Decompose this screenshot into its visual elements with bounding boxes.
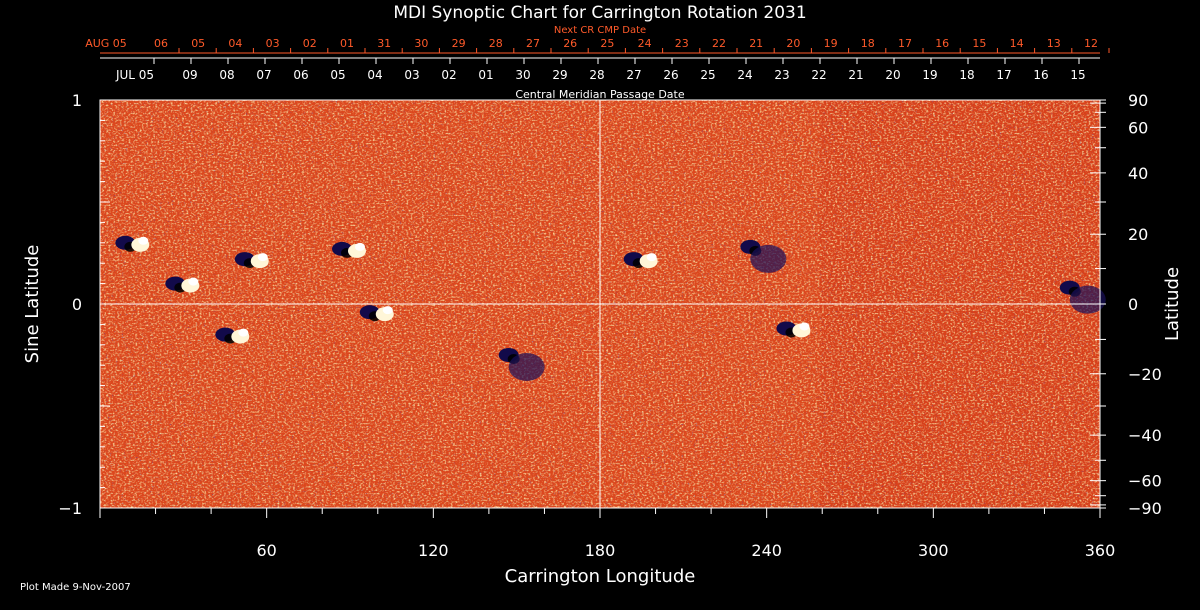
x-axis: 60 120 180 240 300 360 [99,508,1116,560]
cmp-date-label: 18 [959,68,974,82]
y-right-tick-label: 0 [1128,295,1138,314]
cmp-date-label: 26 [663,68,678,82]
y-left-tick-label: 0 [72,295,82,314]
y-axis-left-title: Sine Latitude [22,245,43,364]
next-cr-date-label: 06 [154,37,168,50]
cmp-label: Central Meridian Passage Date [515,88,684,101]
next-cr-date-label: 20 [786,37,800,50]
next-cr-date-label: 15 [972,37,986,50]
active-region [740,239,787,273]
y-left-tick-label: −1 [58,499,82,518]
next-cr-date-label: 29 [452,37,466,50]
y-right-tick-label: 20 [1128,225,1148,244]
x-tick-label: 300 [918,541,949,560]
next-cr-date-label: 24 [638,37,652,50]
cmp-date-label: 23 [774,68,789,82]
y-right-tick-label: 40 [1128,164,1148,183]
y-right-tick-label: −20 [1128,365,1162,384]
y-left-tick-label: 1 [72,91,82,110]
plot-made-footer: Plot Made 9-Nov-2007 [20,582,131,593]
y-axis-right: 90 60 40 20 0 −20 −40 −60 −90 [1090,91,1162,518]
next-cr-date-label: 01 [340,37,354,50]
cmp-date-label: 19 [922,68,937,82]
next-cr-date-label: 13 [1047,37,1061,50]
y-right-tick-label: 60 [1128,118,1148,137]
x-axis-title: Carrington Longitude [505,566,696,587]
red-date-scale: AUG 05 06 05 04 03 02 01 31 30 29 28 27 26 25 24 23 22 21… [85,37,1098,50]
cmp-date-label: 27 [626,68,641,82]
cmp-date-label: 08 [219,68,234,82]
cmp-date-label: 28 [589,68,604,82]
active-region [215,327,250,344]
next-cr-date-label: 23 [675,37,689,50]
cmp-date-label: 24 [737,68,752,82]
x-tick-label: 240 [751,541,782,560]
cmp-date-label: 04 [367,68,382,82]
next-cr-date-label: 22 [712,37,726,50]
cmp-date-label: JUL 05 [115,68,154,82]
cmp-date-label: 30 [515,68,530,82]
white-date-scale: JUL 05 09 08 07 06 05 04 03 02 01 30 29 28 27 26 25 24 23… [115,68,1086,82]
cmp-date-label: 17 [996,68,1011,82]
chart-title: MDI Synoptic Chart for Carrington Rotati… [393,3,806,23]
next-cr-date-label: 27 [526,37,540,50]
active-region [776,321,811,338]
active-region [623,252,658,269]
active-region [165,276,200,293]
x-tick-label: 120 [418,541,449,560]
next-cr-date-label: 12 [1084,37,1098,50]
next-cr-date-label: 19 [824,37,838,50]
cmp-date-label: 01 [478,68,493,82]
x-tick-label: 180 [585,541,616,560]
cmp-date-label: 07 [256,68,271,82]
active-region [498,348,545,381]
cmp-date-label: 16 [1033,68,1048,82]
next-cr-date-label: 18 [861,37,875,50]
next-cr-date-label: 31 [377,37,391,50]
cmp-date-label: 22 [811,68,826,82]
active-region [1059,280,1106,314]
cmp-date-label: 20 [885,68,900,82]
cmp-date-label: 02 [441,68,456,82]
x-tick-label: 360 [1085,541,1116,560]
active-region [359,305,394,322]
y-right-tick-label: −60 [1128,472,1162,491]
y-right-tick-label: 90 [1128,91,1148,110]
next-cr-date-label: 21 [749,37,763,50]
active-region [234,252,269,269]
y-right-tick-label: −40 [1128,426,1162,445]
next-cr-date-label: AUG 05 [85,37,127,50]
next-cr-date-label: 28 [489,37,503,50]
next-cr-date-label: 03 [266,37,280,50]
next-cr-date-label: 05 [191,37,205,50]
next-cr-date-label: 30 [414,37,428,50]
next-cr-date-label: 04 [228,37,242,50]
cmp-date-label: 05 [330,68,345,82]
cmp-date-label: 15 [1070,68,1085,82]
next-cr-label: Next CR CMP Date [554,25,646,36]
next-cr-date-label: 14 [1010,37,1024,50]
x-tick-label: 60 [256,541,276,560]
next-cr-date-label: 02 [303,37,317,50]
next-cr-date-label: 25 [600,37,614,50]
y-axis-right-title: Latitude [1162,267,1183,341]
active-region [332,241,366,258]
active-region [115,235,150,252]
cmp-date-label: 03 [404,68,419,82]
cmp-date-label: 06 [293,68,308,82]
y-axis-left: 1 0 −1 [58,91,110,518]
next-cr-date-label: 26 [563,37,577,50]
cmp-date-label: 25 [700,68,715,82]
cmp-date-label: 09 [182,68,197,82]
cmp-date-label: 29 [552,68,567,82]
next-cr-date-label: 16 [935,37,949,50]
cmp-date-label: 21 [848,68,863,82]
y-right-tick-label: −90 [1128,499,1162,518]
next-cr-date-label: 17 [898,37,912,50]
